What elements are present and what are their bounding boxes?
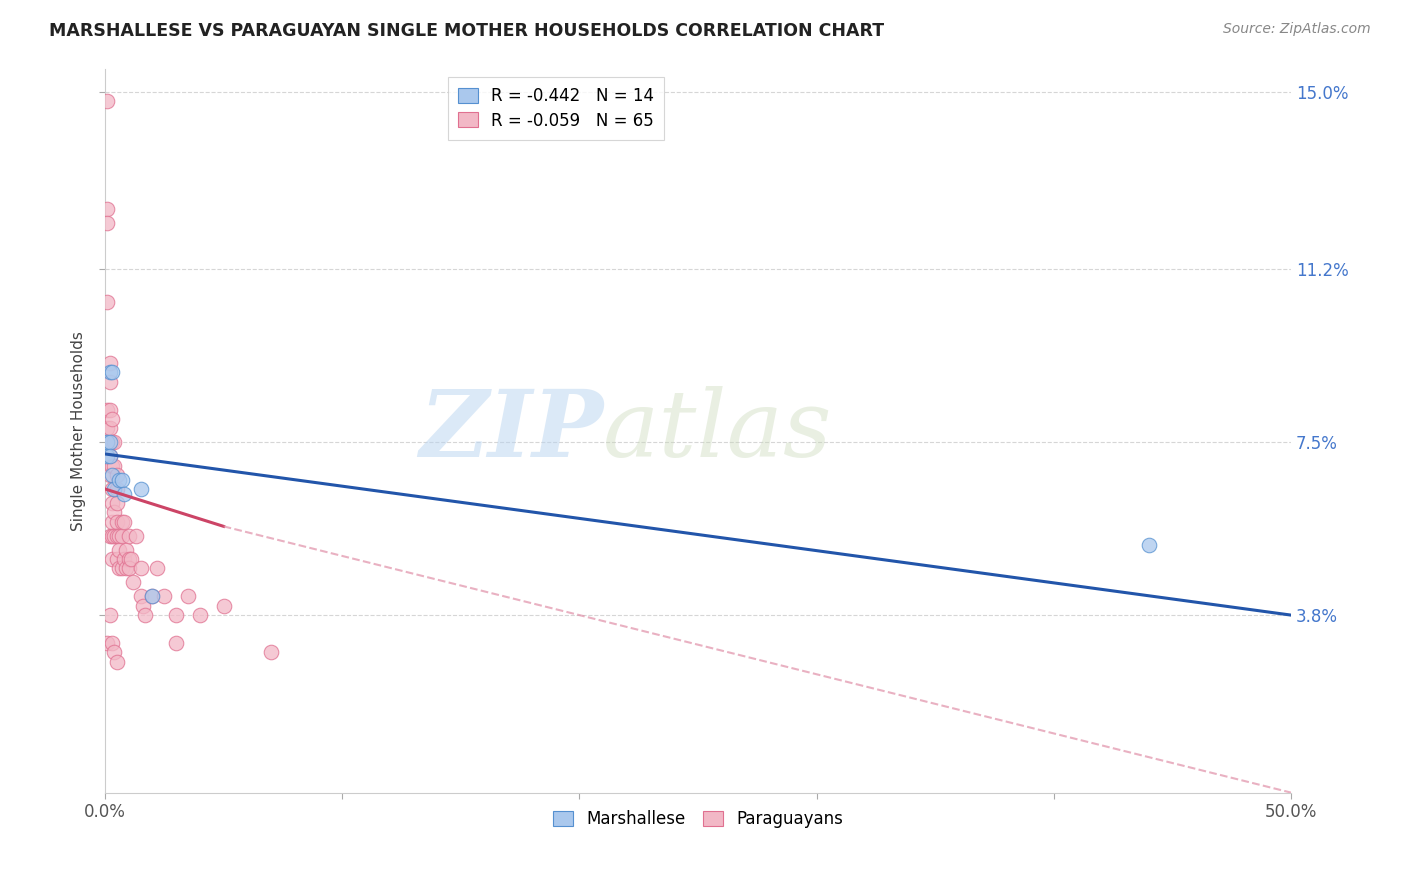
Point	[101, 467, 124, 482]
Point	[103, 505, 125, 519]
Point	[103, 482, 125, 496]
Point	[101, 636, 124, 650]
Point	[165, 636, 187, 650]
Point	[188, 608, 211, 623]
Point	[108, 529, 131, 543]
Point	[105, 529, 128, 543]
Point	[110, 473, 132, 487]
Point	[134, 608, 156, 623]
Legend: Marshallese, Paraguayans: Marshallese, Paraguayans	[547, 804, 849, 835]
Point	[112, 515, 135, 529]
Text: atlas: atlas	[603, 385, 832, 475]
Point	[98, 450, 121, 464]
Point	[118, 529, 141, 543]
Point	[105, 655, 128, 669]
Point	[101, 515, 124, 529]
Point	[118, 561, 141, 575]
Point	[141, 590, 163, 604]
Point	[98, 356, 121, 370]
Point	[98, 402, 121, 417]
Point	[112, 486, 135, 500]
Point	[118, 552, 141, 566]
Point	[146, 561, 169, 575]
Point	[165, 608, 187, 623]
Point	[101, 412, 124, 426]
Point	[108, 542, 131, 557]
Point	[96, 402, 118, 417]
Point	[112, 552, 135, 566]
Point	[212, 599, 235, 613]
Point	[105, 515, 128, 529]
Point	[101, 482, 124, 496]
Point	[96, 202, 118, 216]
Point	[108, 473, 131, 487]
Point	[96, 421, 118, 435]
Point	[101, 435, 124, 450]
Text: MARSHALLESE VS PARAGUAYAN SINGLE MOTHER HOUSEHOLDS CORRELATION CHART: MARSHALLESE VS PARAGUAYAN SINGLE MOTHER …	[49, 22, 884, 40]
Point	[108, 561, 131, 575]
Point	[103, 458, 125, 473]
Point	[98, 608, 121, 623]
Y-axis label: Single Mother Households: Single Mother Households	[72, 331, 86, 531]
Point	[260, 646, 283, 660]
Point	[115, 561, 138, 575]
Point	[129, 561, 152, 575]
Text: ZIP: ZIP	[419, 385, 603, 475]
Point	[105, 482, 128, 496]
Point	[96, 94, 118, 108]
Point	[98, 435, 121, 450]
Text: Source: ZipAtlas.com: Source: ZipAtlas.com	[1223, 22, 1371, 37]
Point	[103, 529, 125, 543]
Point	[101, 458, 124, 473]
Point	[153, 590, 176, 604]
Point	[98, 467, 121, 482]
Point	[96, 216, 118, 230]
Point	[1137, 538, 1160, 552]
Point	[105, 467, 128, 482]
Point	[115, 542, 138, 557]
Point	[101, 365, 124, 379]
Point	[98, 365, 121, 379]
Point	[96, 636, 118, 650]
Point	[98, 529, 121, 543]
Point	[101, 552, 124, 566]
Point	[101, 529, 124, 543]
Point	[122, 575, 145, 590]
Point	[96, 435, 118, 450]
Point	[132, 599, 155, 613]
Point	[98, 450, 121, 464]
Point	[129, 482, 152, 496]
Point	[110, 529, 132, 543]
Point	[110, 515, 132, 529]
Point	[110, 561, 132, 575]
Point	[98, 421, 121, 435]
Point	[177, 590, 200, 604]
Point	[103, 435, 125, 450]
Point	[125, 529, 148, 543]
Point	[101, 496, 124, 510]
Point	[141, 590, 163, 604]
Point	[129, 590, 152, 604]
Point	[98, 375, 121, 389]
Point	[96, 295, 118, 310]
Point	[105, 496, 128, 510]
Point	[105, 552, 128, 566]
Point	[96, 450, 118, 464]
Point	[120, 552, 142, 566]
Point	[103, 646, 125, 660]
